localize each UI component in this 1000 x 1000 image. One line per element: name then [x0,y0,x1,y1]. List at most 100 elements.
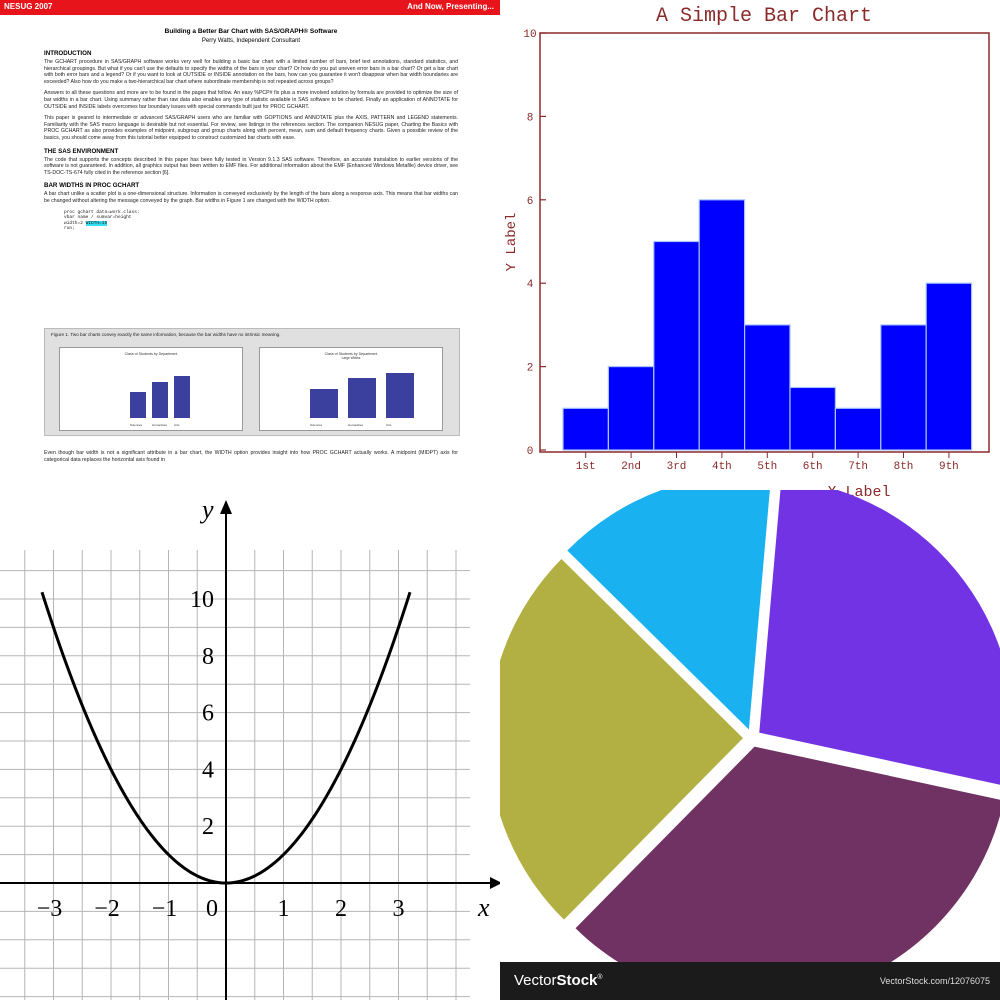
code-line: vbar name / sumvar=height [64,215,132,220]
x-tick-labels: −3 −2 −1 0 1 2 3 [37,896,405,922]
y-tick-label: 4 [527,279,534,291]
y-axis-label: Y Label [504,213,520,272]
x-tick-label: 8th [894,461,914,473]
document-page: NESUG 2007 And Now, Presenting... Buildi… [0,0,500,490]
document-body: Building a Better Bar Chart with SAS/GRA… [44,28,458,238]
header-left: NESUG 2007 [4,2,53,11]
document-tail: Even though bar width is not a significa… [44,450,458,468]
header-right: And Now, Presenting... [407,2,494,11]
mini-bar-chart: Class of Students by Department Large Wi… [259,347,443,431]
x-tick-label: 7th [848,461,868,473]
mini-chart-title: Class of Students by Department [324,352,378,356]
paragraph: This paper is geared to intermediate or … [44,115,458,141]
x-tick-label: 0 [206,896,218,922]
logo-mark: ® [597,974,603,981]
mini-bar [174,375,190,418]
pie-slice [759,490,1000,785]
mini-bar [130,392,146,418]
mini-bar-label: Humanities [348,423,364,427]
chart-title: A Simple Bar Chart [656,5,872,28]
code-line: width=2 WIDTH=15 [64,220,458,227]
watermark-url: VectorStock.com/12076075 [879,976,990,986]
mini-bar-label: Sciences [130,423,143,427]
mini-bar-label: Humanities [152,423,168,427]
y-tick-label: 4 [202,757,214,783]
document-author: Perry Watts, Independent Consultant [201,38,301,44]
vectorstock-logo: VectorStock® [514,972,603,989]
document-header: NESUG 2007 And Now, Presenting... [0,0,500,15]
mini-chart-subtitle: Large Widths [341,356,361,360]
bar [834,407,882,451]
x-tick-label: 3 [393,896,405,922]
code-highlight: WIDTH=15 [85,220,108,226]
x-axis: 1st 2nd 3rd 4th 5th 6th 7th 8th 9th [576,452,959,473]
code-line: proc gchart data=work.class; [64,209,140,215]
y-tick-labels: 2 4 6 8 10 [190,587,214,840]
y-axis-arrow [220,500,232,514]
figure-box: Figure 1. Two bar charts convey exactly … [44,328,460,436]
x-axis-arrow [490,877,500,889]
mini-bar-label: Arts [386,423,392,427]
x-tick-label: 2 [335,896,347,922]
grid [0,550,470,1000]
y-tick-label: 0 [527,446,534,458]
bar-series [562,199,973,451]
x-tick-label: 9th [939,461,959,473]
paragraph: A bar chart unlike a scatter plot is a o… [44,191,458,204]
y-tick-label: 6 [527,196,534,208]
bar [698,199,746,451]
x-tick-label: −3 [37,896,63,922]
paragraph: The code that supports the concepts desc… [44,156,458,176]
pie-slice [567,490,770,730]
plot-frame [539,32,990,453]
logo-regular: Vector [514,972,557,989]
x-tick-label: 1st [576,461,596,473]
x-axis-label: x [477,893,490,922]
bar [653,240,700,451]
y-tick-label: 6 [202,701,214,727]
section-heading: THE SAS ENVIRONMENT [44,147,119,155]
bar [925,282,973,451]
logo-bold: Stock [556,972,598,989]
code-block: proc gchart data=work.class; vbar name /… [64,210,458,232]
pie-slices [500,490,1000,1000]
pie-chart [500,490,1000,1000]
section-heading: INTRODUCTION [44,50,92,57]
section-heading: BAR WIDTHS IN PROC GCHART [44,182,140,190]
x-tick-label: 4th [712,461,732,473]
bar [607,366,655,451]
x-tick-label: −1 [152,896,178,922]
simple-bar-chart: A Simple Bar Chart 0 2 4 6 8 10 1st 2nd 3rd 4th 5… [504,5,990,500]
parabola-plot: −3 −2 −1 0 1 2 3 2 4 6 8 10 y x [0,495,500,1000]
x-tick-label: 1 [278,896,290,922]
code-line-text: width=2 [64,220,86,226]
axes [0,500,500,1000]
document-title: Building a Better Bar Chart with SAS/GRA… [164,28,338,35]
bar [880,324,927,451]
paragraph: Answers to all these questions and more … [44,90,458,110]
paragraph: Even though bar width is not a significa… [44,450,458,463]
pie-slice [575,746,1000,1000]
x-tick-label: −2 [94,896,120,922]
pie-slice [500,559,743,920]
watermark-bar: VectorStock® VectorStock.com/12076075 [500,962,1000,1000]
mini-chart-title: Class of Students by Department [124,352,178,356]
x-tick-label: 5th [757,461,777,473]
bar [789,386,837,451]
mini-bar-chart: Class of Students by Department Sciences… [59,347,243,431]
x-tick-label: 3rd [667,461,687,473]
mini-bar [152,382,168,418]
mini-bar [348,377,376,418]
y-tick-label: 2 [202,814,214,840]
mini-bar [386,372,414,418]
x-tick-label: 6th [803,461,823,473]
mini-bar [310,388,338,418]
y-tick-label: 2 [527,363,534,375]
code-line: run; [64,226,75,231]
figure-caption: Figure 1. Two bar charts convey exactly … [51,332,281,337]
y-tick-label: 8 [527,112,534,124]
y-axis: 0 2 4 6 8 10 [523,29,546,458]
mini-bar-label: Sciences [310,423,323,427]
mini-bar-label: Arts [174,423,180,427]
y-tick-label: 8 [202,644,214,670]
